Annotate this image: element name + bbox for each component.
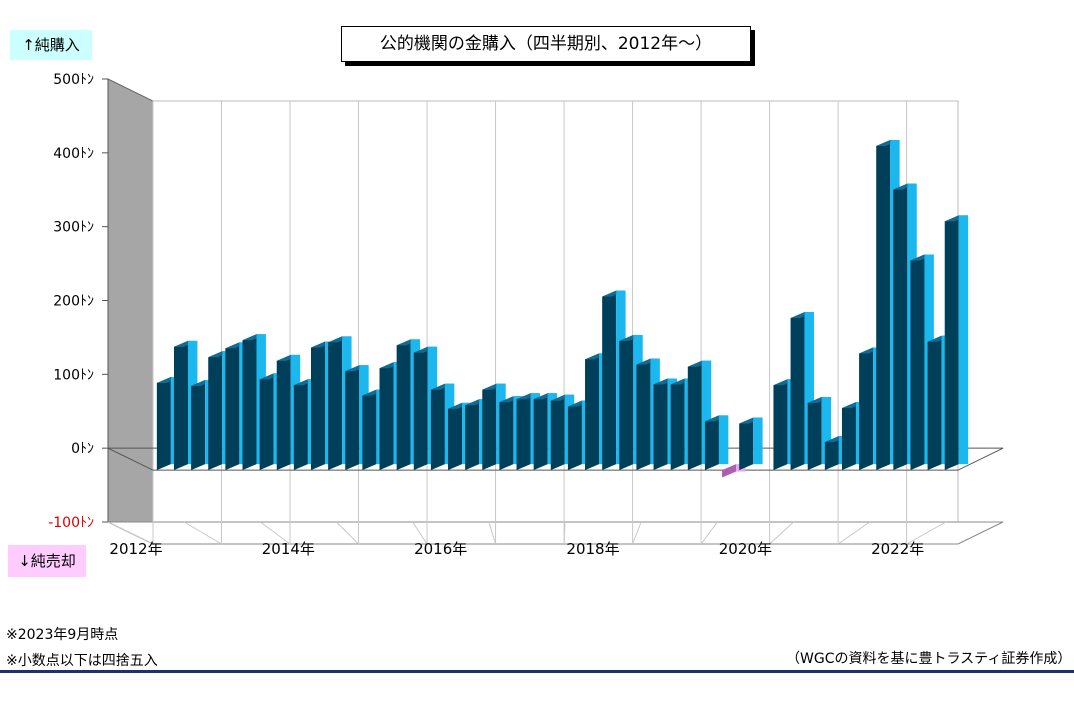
gridline-floor <box>488 521 497 545</box>
net-sale-label: ↓純売却 <box>8 545 86 577</box>
y-tick-label: 500ﾄﾝ <box>53 72 94 88</box>
bar-side <box>550 394 565 471</box>
y-tick-label: 300ﾄﾝ <box>53 220 94 236</box>
bar-front <box>701 360 712 465</box>
bar-side <box>910 254 925 471</box>
chart-bars <box>156 140 969 478</box>
y-axis-ticks: 500ﾄﾝ 400ﾄﾝ 300ﾄﾝ 200ﾄﾝ 100ﾄﾝ 0ﾄﾝ -100ﾄﾝ <box>48 72 108 531</box>
bar-front <box>753 417 763 465</box>
bar-side <box>293 379 308 471</box>
gridline-floor <box>906 521 947 545</box>
gridline-floor <box>563 521 566 545</box>
gridline-floor <box>412 521 428 545</box>
gridline-floor <box>700 521 718 545</box>
bar-side <box>670 378 685 471</box>
gridline-floor <box>769 521 794 545</box>
bar-side <box>259 373 274 471</box>
bar <box>790 312 814 471</box>
bar-side <box>653 378 668 471</box>
bar <box>944 215 969 471</box>
bar-side <box>807 396 822 471</box>
bar-side <box>533 393 548 471</box>
bar <box>704 415 729 471</box>
bar-side <box>362 389 377 471</box>
x-tick-label: 2020年 <box>719 540 772 558</box>
bar-front <box>821 396 832 465</box>
bar-side <box>893 183 908 471</box>
bar-side <box>516 393 531 471</box>
bar-side <box>876 140 891 471</box>
chart-frame <box>107 78 1004 545</box>
chart-gridlines <box>107 101 1004 545</box>
y-tick-label: 200ﾄﾝ <box>53 294 94 310</box>
bar-side <box>413 346 428 471</box>
bar-side <box>499 396 514 471</box>
bar-side <box>276 354 291 471</box>
x-tick-label: 2014年 <box>262 540 315 558</box>
note-rounding: ※小数点以下は四捨五入 <box>6 653 158 669</box>
bar-side <box>773 379 788 471</box>
bar-side <box>225 342 240 471</box>
x-tick-label: 2016年 <box>414 540 467 558</box>
bar-side <box>567 400 582 471</box>
bar-side <box>636 358 651 471</box>
y-tick-label: -100ﾄﾝ <box>48 515 94 531</box>
bar-front <box>718 415 729 465</box>
bar <box>739 417 763 471</box>
bar-side <box>396 339 411 471</box>
source-credit: （WGCの資料を基に豊トラスティ証券作成） <box>786 651 1072 667</box>
bar-side <box>859 347 874 471</box>
chart-title: 公的機関の金購入（四半期別、2012年～） <box>341 26 751 62</box>
x-tick-label: 2022年 <box>871 540 924 558</box>
gridline-floor <box>260 521 291 545</box>
bar-side <box>619 334 634 471</box>
bar-side <box>311 341 326 471</box>
bar-side <box>739 417 754 471</box>
bar-side <box>602 290 617 471</box>
x-tick-label: 2012年 <box>109 540 162 558</box>
back-wall <box>152 100 959 545</box>
bar-side <box>944 215 959 471</box>
bar-side <box>824 436 839 471</box>
bar-side <box>379 362 394 471</box>
x-tick-label: 2018年 <box>566 540 619 558</box>
bar-front <box>804 312 814 465</box>
bar-side <box>841 402 856 471</box>
bar-side <box>448 402 463 471</box>
chart-floor <box>107 521 1004 545</box>
net-purchase-label: ↑純購入 <box>10 30 92 60</box>
bar-front <box>958 215 969 465</box>
bar-side <box>927 335 942 471</box>
bar-side <box>156 377 171 471</box>
bar <box>807 396 832 471</box>
gridline-floor <box>632 521 642 545</box>
y-tick-label: 100ﾄﾝ <box>53 367 94 383</box>
side-wall <box>107 78 154 545</box>
bar-side <box>704 415 719 471</box>
bar-side <box>722 464 737 478</box>
bar-side <box>465 399 480 471</box>
bar-side <box>790 312 805 471</box>
y-tick-label: 0ﾄﾝ <box>71 441 94 457</box>
bar-side <box>585 353 600 471</box>
gridline-floor <box>183 521 222 545</box>
note-date: ※2023年9月時点 <box>6 627 119 643</box>
gridline-floor <box>837 521 870 545</box>
bar-side <box>173 340 188 471</box>
bar-side <box>430 383 445 471</box>
y-tick-label: 400ﾄﾝ <box>53 146 94 162</box>
gridline-floor <box>336 521 359 545</box>
bar <box>687 360 712 471</box>
bar-side <box>328 336 343 471</box>
bar-side <box>482 383 497 471</box>
bar-side <box>687 360 702 471</box>
bar-side <box>345 365 360 471</box>
gridline-floor <box>107 521 154 545</box>
bar-side <box>208 351 223 471</box>
x-axis-ticks: 2012年 2014年 2016年 2018年 2020年 2022年 <box>109 540 924 558</box>
bar-side <box>191 379 206 471</box>
bar-side <box>242 334 257 471</box>
footer-rule <box>0 670 1074 673</box>
